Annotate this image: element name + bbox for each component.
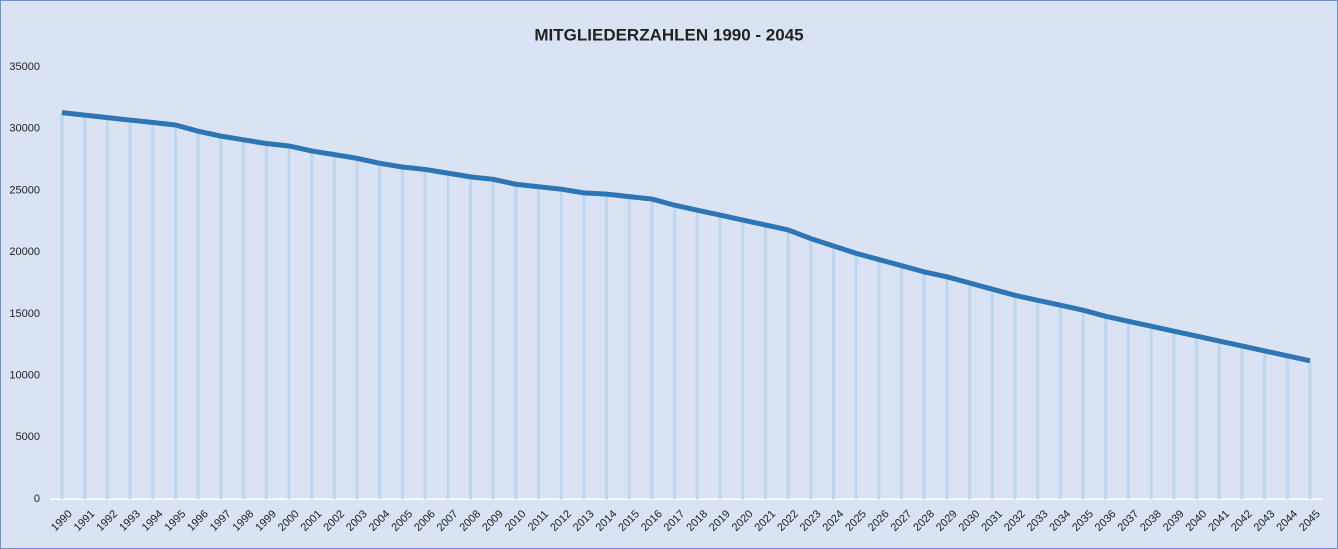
y-tick-label: 25000 [9,184,40,196]
y-tick-label: 20000 [9,246,40,258]
y-tick-label: 10000 [9,369,40,381]
y-tick-label: 0 [34,493,40,505]
line [61,110,1311,364]
chart-title: MITGLIEDERZAHLEN 1990 - 2045 [534,25,803,44]
y-tick-label: 30000 [9,123,40,135]
y-tick-label: 35000 [9,61,40,73]
y-tick-label: 15000 [9,308,40,320]
y-tick-label: 5000 [16,431,40,443]
